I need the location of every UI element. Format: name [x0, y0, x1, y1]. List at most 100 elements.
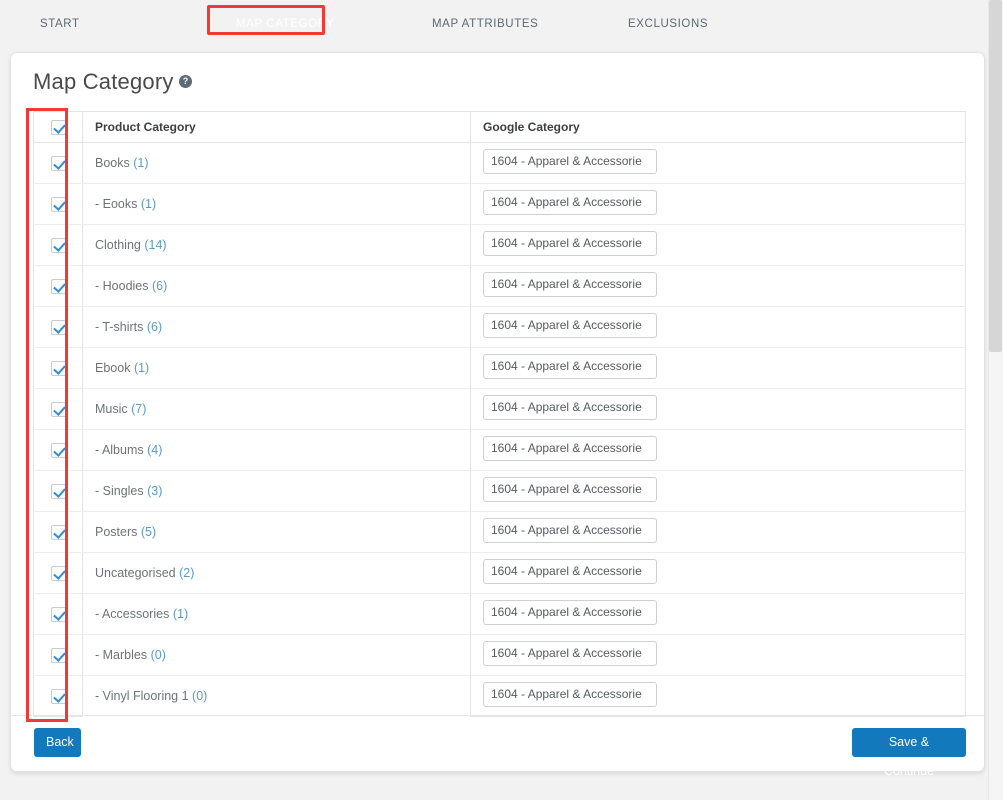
google-category-input[interactable]: 1604 - Apparel & Accessorie: [483, 518, 657, 543]
row-checkbox-cell: [33, 675, 83, 717]
row-checkbox-cell: [33, 183, 83, 225]
product-category-cell: Books (1): [82, 142, 471, 184]
google-category-input[interactable]: 1604 - Apparel & Accessorie: [483, 641, 657, 666]
google-category-input[interactable]: 1604 - Apparel & Accessorie: [483, 190, 657, 215]
column-header-google-category: Google Category: [470, 111, 966, 143]
google-category-cell: 1604 - Apparel & Accessorie: [470, 634, 966, 676]
category-mapping-table: Product Category Google Category Books (…: [33, 111, 966, 717]
row-checkbox-cell: [33, 634, 83, 676]
product-category-label: - Marbles: [95, 648, 148, 662]
product-category-cell: - Eooks (1): [82, 183, 471, 225]
row-checkbox[interactable]: [50, 319, 66, 335]
product-count-badge: (1): [140, 197, 157, 211]
product-category-cell: Posters (5): [82, 511, 471, 553]
google-category-input[interactable]: 1604 - Apparel & Accessorie: [483, 313, 657, 338]
product-category-label: - Hoodies: [95, 279, 149, 293]
table-header: Product Category Google Category: [33, 111, 966, 143]
product-category-cell: Uncategorised (2): [82, 552, 471, 594]
row-checkbox[interactable]: [50, 688, 66, 704]
table-row: - Hoodies (6) 1604 - Apparel & Accessorie: [33, 265, 966, 307]
row-checkbox-cell: [33, 265, 83, 307]
row-checkbox[interactable]: [50, 483, 66, 499]
google-category-cell: 1604 - Apparel & Accessorie: [470, 142, 966, 184]
wizard-steps-bar: START MAP CATEGORY MAP ATTRIBUTES EXCLUS…: [0, 0, 1003, 46]
product-category-cell: - Albums (4): [82, 429, 471, 471]
page-scrollbar-thumb[interactable]: [989, 0, 1002, 352]
google-category-cell: 1604 - Apparel & Accessorie: [470, 429, 966, 471]
row-checkbox-cell: [33, 306, 83, 348]
row-checkbox-cell: [33, 552, 83, 594]
google-category-cell: 1604 - Apparel & Accessorie: [470, 593, 966, 635]
card-footer: Back Save & Continue: [11, 715, 984, 778]
row-checkbox[interactable]: [50, 442, 66, 458]
product-count-badge: (14): [144, 238, 167, 252]
product-count-badge: (4): [147, 443, 163, 457]
map-category-card: Map Category ? Product Category Google C…: [10, 52, 985, 778]
page-scrollbar-track[interactable]: [988, 0, 1003, 800]
product-count-badge: (5): [140, 525, 157, 539]
google-category-cell: 1604 - Apparel & Accessorie: [470, 675, 966, 717]
google-category-input[interactable]: 1604 - Apparel & Accessorie: [483, 149, 657, 174]
back-button[interactable]: Back: [34, 728, 81, 757]
product-category-cell: - Singles (3): [82, 470, 471, 512]
row-checkbox-cell: [33, 347, 83, 389]
google-category-input[interactable]: 1604 - Apparel & Accessorie: [483, 682, 657, 707]
row-checkbox[interactable]: [50, 196, 66, 212]
save-and-continue-button[interactable]: Save & Continue: [852, 728, 966, 778]
wizard-step-label: MAP CATEGORY: [236, 17, 335, 30]
google-category-input[interactable]: 1604 - Apparel & Accessorie: [483, 559, 657, 584]
product-category-label: - T-shirts: [95, 320, 144, 334]
row-checkbox[interactable]: [50, 606, 66, 622]
row-checkbox[interactable]: [50, 278, 66, 294]
google-category-input[interactable]: 1604 - Apparel & Accessorie: [483, 600, 657, 625]
google-category-input[interactable]: 1604 - Apparel & Accessorie: [483, 477, 657, 502]
row-checkbox[interactable]: [50, 565, 66, 581]
select-all-checkbox[interactable]: [50, 119, 66, 135]
row-checkbox-cell: [33, 511, 83, 553]
google-category-input[interactable]: 1604 - Apparel & Accessorie: [483, 272, 657, 297]
row-checkbox[interactable]: [50, 237, 66, 253]
product-category-label: - Albums: [95, 443, 144, 457]
product-count-badge: (2): [179, 566, 195, 580]
table-row: - Marbles (0) 1604 - Apparel & Accessorie: [33, 634, 966, 676]
google-category-cell: 1604 - Apparel & Accessorie: [470, 552, 966, 594]
product-category-label: Posters: [95, 525, 138, 539]
help-circle-icon[interactable]: ?: [179, 75, 192, 88]
wizard-step-map-category[interactable]: MAP CATEGORY: [208, 7, 404, 40]
product-category-label: - Singles: [95, 484, 144, 498]
wizard-step-label: START: [40, 17, 80, 30]
row-checkbox[interactable]: [50, 401, 66, 417]
google-category-cell: 1604 - Apparel & Accessorie: [470, 183, 966, 225]
row-checkbox[interactable]: [50, 524, 66, 540]
product-count-badge: (1): [172, 607, 189, 621]
product-count-badge: (1): [133, 156, 149, 170]
row-checkbox[interactable]: [50, 360, 66, 376]
google-category-input[interactable]: 1604 - Apparel & Accessorie: [483, 436, 657, 461]
page-title: Map Category: [33, 69, 174, 94]
select-all-header-cell: [33, 111, 83, 143]
wizard-step-map-attributes[interactable]: MAP ATTRIBUTES: [404, 7, 600, 40]
wizard-step-label: EXCLUSIONS: [628, 17, 709, 30]
table-row: - T-shirts (6) 1604 - Apparel & Accessori…: [33, 306, 966, 348]
product-category-cell: - Marbles (0): [82, 634, 471, 676]
product-count-badge: (7): [131, 402, 147, 416]
google-category-input[interactable]: 1604 - Apparel & Accessorie: [483, 231, 657, 256]
product-category-cell: Ebook (1): [82, 347, 471, 389]
google-category-input[interactable]: 1604 - Apparel & Accessorie: [483, 354, 657, 379]
google-category-cell: 1604 - Apparel & Accessorie: [470, 347, 966, 389]
step-arrow-tip-icon: [780, 7, 796, 39]
row-checkbox-cell: [33, 429, 83, 471]
wizard-step-start[interactable]: START: [12, 7, 208, 40]
table-header-row: Product Category Google Category: [33, 111, 966, 143]
row-checkbox-cell: [33, 388, 83, 430]
product-category-label: Books: [95, 156, 130, 170]
row-checkbox[interactable]: [50, 647, 66, 663]
google-category-input[interactable]: 1604 - Apparel & Accessorie: [483, 395, 657, 420]
row-checkbox-cell: [33, 593, 83, 635]
row-checkbox[interactable]: [50, 155, 66, 171]
wizard-step-exclusions[interactable]: EXCLUSIONS: [600, 7, 796, 40]
product-category-label: Ebook: [95, 361, 131, 375]
steps-container: START MAP CATEGORY MAP ATTRIBUTES EXCLUS…: [0, 7, 1003, 40]
product-category-cell: - Vinyl Flooring 1 (0): [83, 676, 471, 717]
product-category-cell: - Accessories (1): [82, 593, 471, 635]
